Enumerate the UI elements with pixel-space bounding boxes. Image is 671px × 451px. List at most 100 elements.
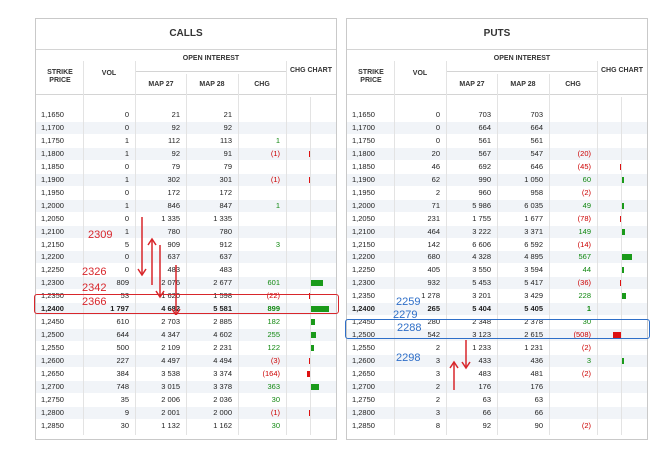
strike-cell: 1,2750 bbox=[41, 394, 64, 404]
chg-cell: (20) bbox=[577, 148, 591, 158]
table-row: 1,2850 30 1 132 1 162 30 bbox=[36, 420, 336, 432]
chg-cell: (1) bbox=[270, 148, 280, 158]
vol-cell: 1 278 bbox=[421, 291, 440, 301]
map28-cell: 2 000 bbox=[213, 407, 232, 417]
map28-cell: 2 677 bbox=[213, 278, 232, 288]
table-row: 1,2150 142 6 606 6 592 (14) bbox=[347, 239, 647, 251]
map28-cell: 1 677 bbox=[524, 213, 543, 223]
col-divider bbox=[497, 74, 498, 435]
strike-cell: 1,2800 bbox=[41, 407, 64, 417]
vol-cell: 0 bbox=[435, 122, 440, 132]
strike-price-header: STRIKE PRICE bbox=[358, 69, 384, 84]
table-row: 1,2550 2 1 233 1 231 (2) bbox=[347, 342, 647, 354]
map27-cell: 21 bbox=[171, 110, 180, 119]
vol-cell: 8 bbox=[435, 420, 440, 430]
strike-cell: 1,2300 bbox=[41, 278, 64, 288]
map27-cell: 3 201 bbox=[472, 291, 491, 301]
strike-cell: 1,2800 bbox=[352, 407, 375, 417]
chg-cell: 30 bbox=[271, 394, 280, 404]
map28-cell: 3 594 bbox=[524, 265, 543, 275]
puts-annotation: 2298 bbox=[396, 352, 421, 364]
map27-cell: 92 bbox=[171, 148, 180, 158]
vol-cell: 748 bbox=[116, 381, 129, 391]
chg-chart-bar bbox=[622, 254, 632, 261]
table-row: 1,1650 0 21 21 bbox=[36, 109, 336, 121]
vol-cell: 1 bbox=[124, 226, 129, 236]
chg-chart-bar bbox=[622, 176, 624, 183]
map27-cell: 6 606 bbox=[472, 239, 491, 249]
map27-cell: 5 404 bbox=[472, 304, 491, 314]
vol-cell: 0 bbox=[124, 187, 129, 197]
col-divider bbox=[394, 61, 395, 435]
chg-cell: (3) bbox=[270, 356, 280, 366]
puts-highlight-box bbox=[345, 319, 650, 339]
chg-cell: 899 bbox=[267, 304, 280, 314]
vol-cell: 46 bbox=[431, 161, 440, 171]
strike-cell: 1,1850 bbox=[41, 161, 64, 171]
map27-cell: 4 682 bbox=[161, 304, 180, 314]
vol-cell: 227 bbox=[116, 356, 129, 366]
strike-cell: 1,2450 bbox=[352, 317, 375, 327]
map27-cell: 3 222 bbox=[472, 226, 491, 236]
chg-cell: 3 bbox=[275, 239, 280, 249]
map28-cell: 21 bbox=[223, 110, 232, 119]
strike-cell: 1,2500 bbox=[41, 330, 64, 340]
puts-title: PUTS bbox=[347, 19, 647, 50]
map28-cell: 1 231 bbox=[524, 343, 543, 353]
map28-cell: 2 615 bbox=[524, 330, 543, 340]
map28-cell: 3 374 bbox=[213, 369, 232, 378]
calls-annotation: 2309 bbox=[88, 229, 113, 241]
chg-cell: 601 bbox=[267, 278, 280, 288]
strike-cell: 1,1900 bbox=[352, 174, 375, 184]
map28-cell: 958 bbox=[530, 187, 543, 197]
vol-cell: 1 bbox=[124, 200, 129, 210]
vol-cell: 1 bbox=[124, 174, 129, 184]
strike-cell: 1,2300 bbox=[352, 278, 375, 288]
puts-panel: PUTS STRIKE PRICE VOL OPEN INTEREST MAP … bbox=[346, 18, 648, 440]
map28-cell: 483 bbox=[219, 265, 232, 275]
chg-cell: (164) bbox=[262, 369, 280, 378]
chg-chart-bar bbox=[622, 202, 624, 209]
chg-cell: (22) bbox=[266, 291, 280, 301]
puts-annotation: 2288 bbox=[397, 322, 422, 334]
vol-cell: 30 bbox=[120, 420, 129, 430]
strike-cell: 1,2200 bbox=[352, 252, 375, 262]
map27-cell: 637 bbox=[167, 252, 180, 262]
map28-cell: 847 bbox=[219, 200, 232, 210]
open-interest-header: OPEN INTEREST bbox=[493, 55, 551, 62]
map28-cell: 113 bbox=[220, 135, 232, 145]
calls-highlight-box bbox=[34, 294, 339, 314]
map28-cell: 2 036 bbox=[213, 394, 232, 404]
vol-cell: 0 bbox=[124, 122, 129, 132]
vol-cell: 280 bbox=[427, 317, 440, 327]
vol-cell: 2 bbox=[435, 381, 440, 391]
strike-cell: 1,1750 bbox=[41, 135, 64, 145]
map28-cell: 6 035 bbox=[524, 200, 543, 210]
strike-cell: 1,2200 bbox=[41, 252, 64, 262]
map27-cell: 112 bbox=[168, 135, 180, 145]
map27-header: MAP 27 bbox=[459, 81, 485, 88]
chg-chart-bar bbox=[311, 280, 323, 287]
map27-cell: 1 233 bbox=[472, 343, 491, 353]
map27-cell: 1 132 bbox=[161, 420, 180, 430]
vol-cell: 35 bbox=[120, 394, 129, 404]
map27-cell: 780 bbox=[167, 226, 180, 236]
map28-cell: 3 371 bbox=[524, 226, 543, 236]
chg-cell: 1 bbox=[275, 200, 280, 210]
map27-cell: 2 006 bbox=[161, 394, 180, 404]
map27-cell: 1 755 bbox=[472, 213, 491, 223]
chg-cell: 1 bbox=[586, 304, 591, 314]
map27-cell: 79 bbox=[171, 161, 180, 171]
map28-cell: 780 bbox=[219, 226, 232, 236]
strike-cell: 1,2500 bbox=[352, 330, 375, 340]
col-divider bbox=[83, 61, 84, 435]
strike-cell: 1,1650 bbox=[41, 110, 64, 119]
map27-cell: 990 bbox=[478, 174, 491, 184]
strike-cell: 1,2250 bbox=[352, 265, 375, 275]
chg-cell: 255 bbox=[267, 330, 280, 340]
map27-cell: 433 bbox=[478, 356, 491, 366]
chg-cell: (14) bbox=[577, 239, 591, 249]
vol-cell: 53 bbox=[120, 291, 129, 301]
chg-cell: 3 bbox=[586, 356, 591, 366]
vol-cell: 142 bbox=[427, 239, 440, 249]
